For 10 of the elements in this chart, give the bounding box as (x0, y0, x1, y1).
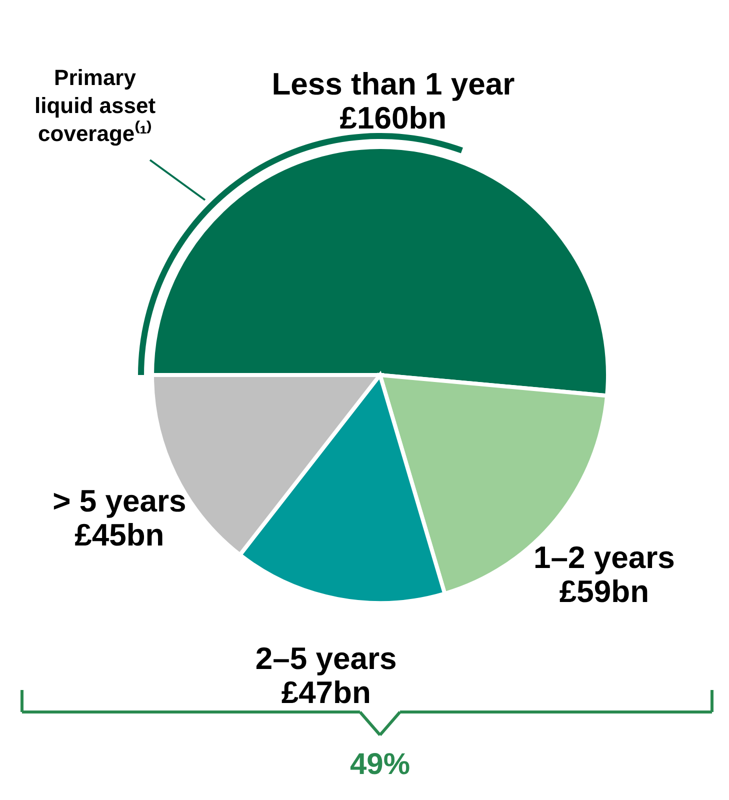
text: Primary liquid asset coverage⁽¹⁾ (34, 65, 156, 146)
data-label: £59bn (559, 574, 650, 609)
slice-label: 2–5 years (255, 640, 397, 676)
text: 49% (350, 748, 410, 781)
data-label: £160bn (340, 100, 447, 136)
slice-label: > 5 years (52, 483, 186, 518)
slice-label: 1–2 years (534, 540, 675, 575)
data-label: £47bn (281, 674, 371, 710)
slice-label: Less than 1 year (272, 66, 515, 102)
data-label: £45bn (74, 517, 164, 552)
